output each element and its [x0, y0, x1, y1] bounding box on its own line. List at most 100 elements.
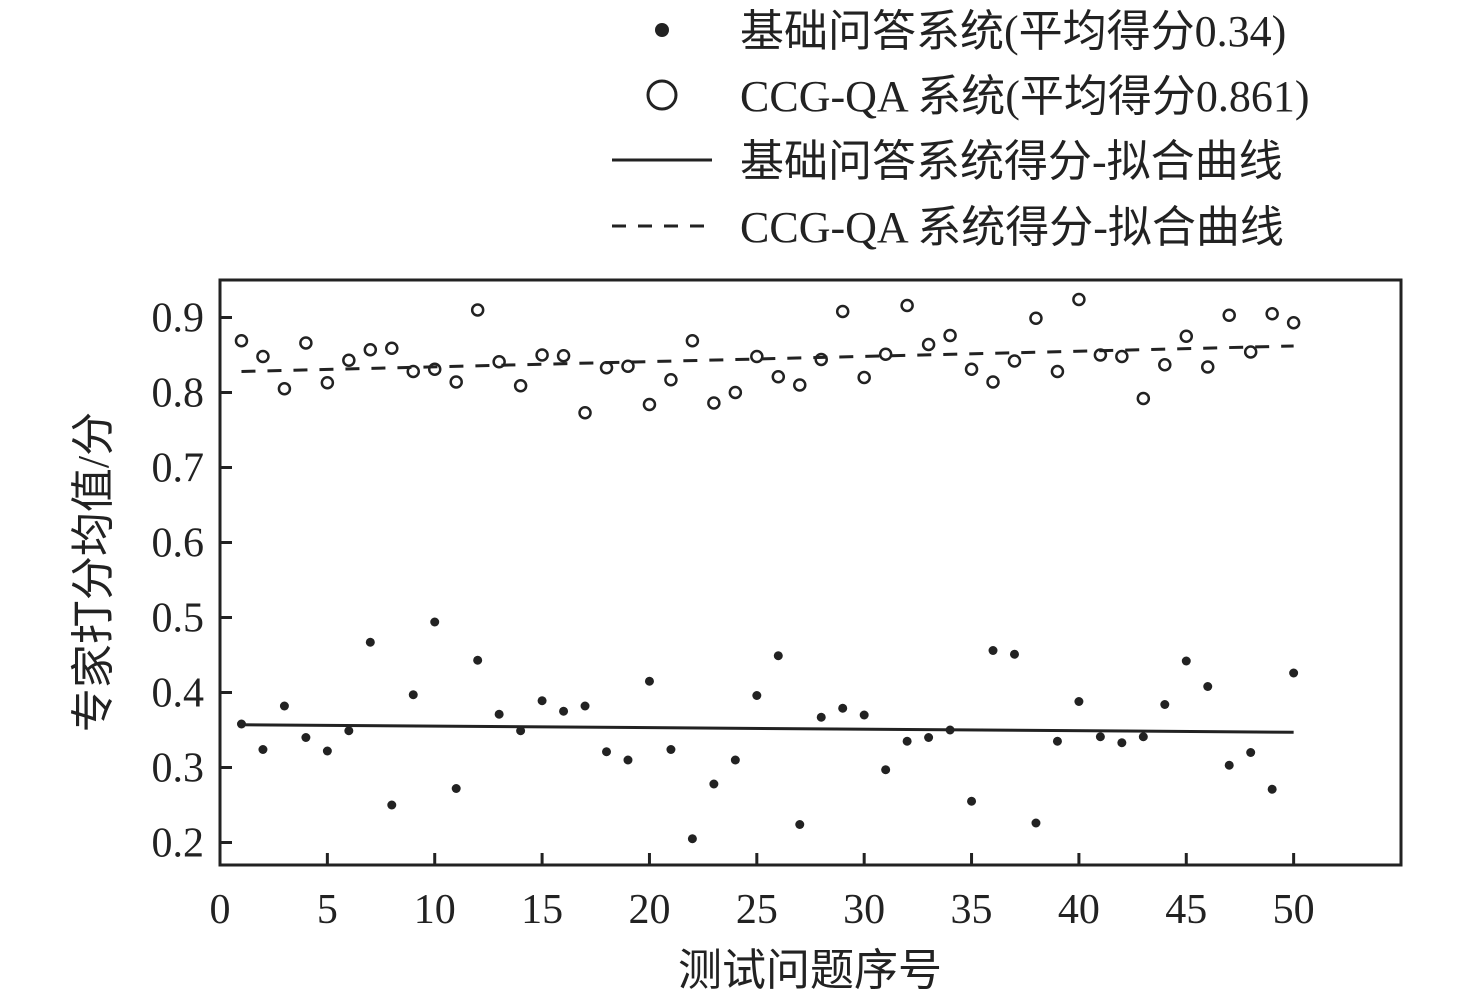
point-ccg-qa — [707, 396, 721, 410]
point-ccg-qa — [449, 375, 463, 389]
x-tick-label: 0 — [210, 887, 231, 933]
x-axis-title: 测试问题序号 — [678, 946, 942, 995]
point-basic-qa — [1246, 748, 1256, 757]
point-ccg-qa — [728, 385, 743, 400]
point-basic-qa — [1052, 736, 1062, 746]
point-basic-qa — [1224, 760, 1234, 770]
point-basic-qa — [1117, 738, 1127, 748]
point-basic-qa — [644, 676, 654, 686]
legend-item-ccg-fit: CCG-QA 系统得分-拟合曲线 — [612, 203, 1284, 252]
point-ccg-qa — [664, 373, 678, 387]
point-ccg-qa — [513, 379, 528, 393]
point-ccg-qa — [1286, 316, 1301, 330]
point-basic-qa — [752, 691, 762, 700]
point-ccg-qa — [964, 362, 979, 376]
x-tick-label: 50 — [1273, 887, 1315, 933]
point-basic-qa — [344, 726, 354, 736]
point-basic-qa — [902, 736, 912, 746]
point-ccg-qa — [1265, 307, 1279, 321]
point-ccg-qa — [900, 298, 914, 313]
y-tick-label: 0.4 — [152, 671, 205, 717]
point-basic-qa — [1181, 656, 1191, 666]
point-basic-qa — [881, 765, 891, 775]
point-basic-qa — [1031, 818, 1041, 828]
point-ccg-qa — [470, 303, 485, 317]
x-tick-label: 10 — [414, 887, 456, 933]
y-axis-title: 专家打分均值/分 — [69, 412, 118, 732]
point-basic-qa — [559, 706, 569, 716]
point-basic-qa — [516, 726, 526, 736]
point-ccg-qa — [363, 343, 378, 357]
point-basic-qa — [945, 725, 955, 735]
point-basic-qa — [365, 637, 375, 647]
point-basic-qa — [580, 701, 590, 711]
point-basic-qa — [1074, 697, 1084, 706]
point-basic-qa — [236, 719, 246, 729]
point-ccg-qa — [986, 375, 1000, 389]
point-ccg-qa — [556, 349, 571, 363]
y-tick-label: 0.9 — [152, 296, 205, 342]
point-ccg-qa — [1243, 345, 1258, 359]
point-ccg-qa — [535, 348, 549, 362]
point-ccg-qa — [385, 341, 399, 355]
point-basic-qa — [1009, 649, 1019, 659]
point-basic-qa — [537, 696, 547, 706]
point-ccg-qa — [1200, 360, 1215, 374]
point-ccg-qa — [771, 370, 786, 384]
point-basic-qa — [279, 701, 289, 711]
x-tick-label: 45 — [1165, 887, 1207, 933]
point-basic-qa — [623, 755, 633, 765]
point-ccg-qa — [234, 334, 249, 348]
point-basic-qa — [666, 745, 676, 754]
data-points — [234, 292, 1301, 844]
legend-item-ccg-qa: CCG-QA 系统(平均得分0.861) — [646, 72, 1310, 121]
point-basic-qa — [430, 617, 440, 627]
point-basic-qa — [494, 709, 504, 719]
point-ccg-qa — [1050, 364, 1065, 379]
point-ccg-qa — [492, 355, 506, 369]
point-ccg-qa — [1072, 292, 1086, 307]
legend-label-ccg-qa: CCG-QA 系统(平均得分0.861) — [740, 72, 1310, 121]
point-ccg-qa — [599, 361, 614, 375]
point-basic-qa — [1203, 682, 1213, 691]
legend-label-basic-fit: 基础问答系统得分-拟合曲线 — [740, 137, 1283, 186]
point-ccg-qa — [1222, 308, 1236, 322]
y-tick-label: 0.3 — [152, 746, 205, 792]
point-basic-qa — [387, 800, 397, 810]
point-basic-qa — [473, 655, 483, 665]
y-tick-label: 0.5 — [152, 596, 205, 642]
point-ccg-qa — [1029, 311, 1043, 325]
legend-marker-filled-circle — [655, 23, 669, 37]
point-basic-qa — [1160, 700, 1170, 709]
y-tick-label: 0.8 — [152, 371, 205, 417]
point-ccg-qa — [256, 349, 270, 364]
point-basic-qa — [408, 690, 418, 700]
point-ccg-qa — [750, 349, 764, 364]
point-ccg-qa — [342, 353, 356, 367]
point-basic-qa — [1267, 784, 1277, 794]
x-tick-label: 35 — [951, 887, 993, 933]
point-ccg-qa — [1136, 391, 1151, 406]
point-ccg-qa — [1093, 348, 1108, 362]
point-basic-qa — [1095, 732, 1105, 742]
point-ccg-qa — [943, 328, 957, 343]
point-ccg-qa — [878, 347, 893, 361]
point-ccg-qa — [793, 378, 807, 392]
point-ccg-qa — [427, 362, 442, 376]
point-ccg-qa — [1115, 349, 1129, 364]
legend-marker-open-circle — [646, 79, 678, 111]
point-ccg-qa — [578, 406, 592, 420]
y-tick-label: 0.2 — [152, 821, 205, 867]
point-ccg-qa — [814, 352, 828, 367]
point-basic-qa — [1289, 668, 1299, 678]
point-basic-qa — [1138, 732, 1148, 742]
fit-line-ccg-qa — [241, 344, 1294, 373]
point-basic-qa — [301, 733, 311, 742]
point-basic-qa — [602, 747, 612, 757]
point-basic-qa — [451, 784, 461, 793]
x-tick-label: 30 — [843, 887, 885, 933]
legend-item-basic-fit: 基础问答系统得分-拟合曲线 — [612, 137, 1283, 186]
point-basic-qa — [988, 646, 998, 655]
legend-label-basic-qa: 基础问答系统(平均得分0.34) — [740, 7, 1286, 56]
